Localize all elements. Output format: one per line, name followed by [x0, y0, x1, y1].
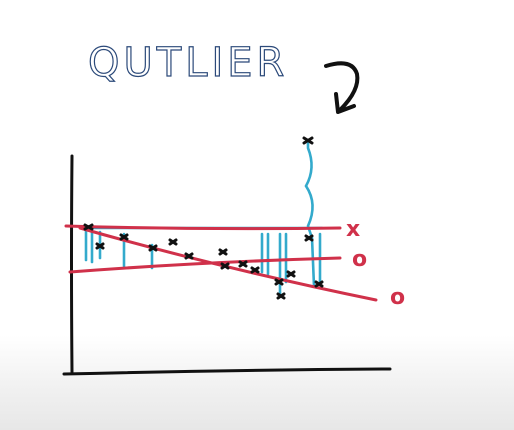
data-point: [95, 242, 105, 250]
data-point: [286, 270, 296, 278]
y-axis: [70, 154, 74, 374]
data-point: [83, 223, 94, 231]
data-point: [276, 292, 286, 300]
line-label-top: x: [346, 217, 360, 242]
regression-line-top: [64, 224, 342, 231]
outlier-residual: [304, 138, 314, 240]
arrow-icon: [324, 61, 360, 114]
data-points: [83, 136, 324, 300]
axes: [62, 154, 392, 376]
data-point: [250, 266, 260, 274]
data-point: [148, 244, 158, 252]
data-point: [220, 262, 230, 270]
outlier-point: [302, 136, 314, 145]
data-point: [274, 278, 284, 286]
data-point: [168, 238, 178, 246]
residual-lines: [82, 138, 324, 298]
data-point: [304, 234, 314, 242]
data-point: [119, 233, 129, 241]
line-labels: x o o: [346, 217, 405, 310]
data-point: [218, 248, 228, 256]
line-label-middle: o: [352, 247, 367, 272]
data-point: [238, 260, 248, 268]
x-axis: [62, 367, 392, 376]
data-point: [314, 280, 324, 288]
data-point: [184, 252, 194, 260]
outlier-title: QUTLIER: [88, 40, 288, 86]
regression-line-middle: [68, 256, 342, 274]
line-label-sloped: o: [390, 285, 405, 310]
